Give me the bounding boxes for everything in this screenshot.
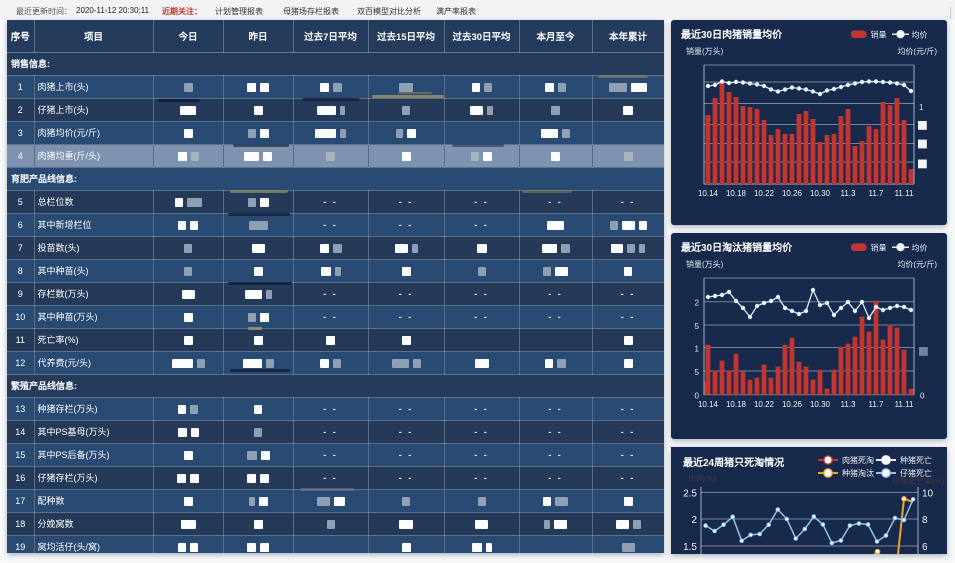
svg-text:10.18: 10.18 bbox=[726, 189, 747, 198]
svg-text:10.14: 10.14 bbox=[698, 400, 719, 409]
svg-text:2: 2 bbox=[695, 299, 700, 308]
svg-text:肉猪死淘: 肉猪死淘 bbox=[842, 455, 874, 465]
svg-text:2.5: 2.5 bbox=[683, 488, 697, 499]
svg-text:最近24周猪只死淘情况: 最近24周猪只死淘情况 bbox=[683, 456, 784, 469]
svg-text:10.30: 10.30 bbox=[810, 400, 831, 409]
svg-text:1.5: 1.5 bbox=[683, 542, 697, 553]
svg-text:10.22: 10.22 bbox=[754, 189, 775, 198]
svg-text:10.30: 10.30 bbox=[810, 189, 831, 198]
svg-text:0: 0 bbox=[920, 392, 925, 401]
svg-text:10.26: 10.26 bbox=[782, 189, 803, 198]
svg-text:11.3: 11.3 bbox=[841, 400, 857, 409]
svg-text:6: 6 bbox=[922, 542, 928, 553]
svg-text:种猪死亡: 种猪死亡 bbox=[900, 455, 932, 465]
svg-text:均价(元/斤): 均价(元/斤) bbox=[897, 259, 937, 269]
svg-text:销量: 销量 bbox=[871, 29, 887, 39]
svg-text:均价: 均价 bbox=[912, 242, 928, 252]
svg-text:仔猪死亡率(%): 仔猪死亡率(%) bbox=[892, 476, 945, 486]
svg-text:5: 5 bbox=[695, 368, 700, 377]
svg-text:1: 1 bbox=[919, 103, 924, 112]
svg-text:10.18: 10.18 bbox=[726, 400, 747, 409]
svg-text:10.22: 10.22 bbox=[754, 400, 775, 409]
svg-text:销量(万头): 销量(万头) bbox=[686, 46, 724, 56]
svg-text:11.11: 11.11 bbox=[895, 189, 914, 198]
svg-text:最近30日肉猪销量均价: 最近30日肉猪销量均价 bbox=[681, 28, 783, 41]
svg-text:11.7: 11.7 bbox=[869, 189, 885, 198]
svg-text:均价(元/斤): 均价(元/斤) bbox=[897, 46, 937, 56]
svg-text:最近30日淘汰猪销量均价: 最近30日淘汰猪销量均价 bbox=[681, 241, 793, 254]
svg-text:5: 5 bbox=[695, 322, 700, 331]
svg-text:11.11: 11.11 bbox=[895, 400, 914, 409]
svg-text:10: 10 bbox=[922, 488, 934, 499]
svg-text:仔猪死亡: 仔猪死亡 bbox=[900, 468, 932, 478]
svg-text:销量(万头): 销量(万头) bbox=[686, 259, 724, 269]
svg-text:11.7: 11.7 bbox=[869, 400, 885, 409]
svg-text:1: 1 bbox=[695, 345, 700, 354]
svg-text:种猪淘汰: 种猪淘汰 bbox=[842, 468, 874, 478]
svg-text:比例(%): 比例(%) bbox=[688, 473, 717, 483]
svg-text:11.3: 11.3 bbox=[841, 189, 857, 198]
svg-text:10.26: 10.26 bbox=[782, 400, 803, 409]
svg-text:0: 0 bbox=[695, 392, 700, 401]
svg-text:10.14: 10.14 bbox=[698, 189, 719, 198]
svg-text:销量: 销量 bbox=[871, 242, 887, 252]
svg-text:均价: 均价 bbox=[912, 29, 928, 39]
svg-text:2: 2 bbox=[691, 515, 697, 526]
svg-text:8: 8 bbox=[922, 515, 928, 526]
